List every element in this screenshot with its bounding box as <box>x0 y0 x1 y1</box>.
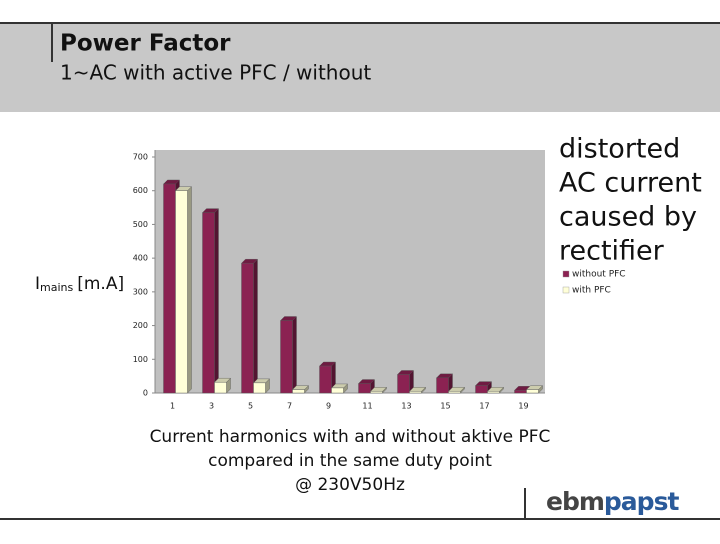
caption-line: Current harmonics with and without aktiv… <box>150 427 551 447</box>
bar <box>280 320 293 394</box>
bar <box>253 382 266 394</box>
legend-label: without PFC <box>572 270 626 280</box>
caption: Current harmonics with and without aktiv… <box>150 427 551 495</box>
bar <box>241 263 254 394</box>
bar <box>475 385 488 394</box>
legend-swatch <box>562 270 570 278</box>
bar <box>487 391 500 394</box>
bar <box>331 387 344 394</box>
bar <box>319 365 332 394</box>
x-tick-label: 19 <box>518 402 528 411</box>
logo-ebm: ebm <box>546 487 604 516</box>
bar <box>409 391 422 394</box>
annotation-line: rectifier <box>559 236 665 267</box>
caption-line: @ 230V50Hz <box>295 475 405 495</box>
legend-swatch <box>562 286 570 294</box>
title: Power Factor <box>60 31 231 57</box>
y-tick-label: 700 <box>133 153 148 162</box>
y-axis-label: Imains [m.A] <box>35 274 124 294</box>
bar <box>358 383 371 394</box>
bar <box>514 390 527 394</box>
y-tick-label: 500 <box>133 220 148 229</box>
bar-side <box>187 186 192 394</box>
y-tick-label: 100 <box>133 355 148 364</box>
x-tick-label: 17 <box>479 402 489 411</box>
bar <box>292 389 305 394</box>
bar <box>214 382 227 394</box>
plot-area <box>155 150 545 393</box>
bar <box>202 212 215 394</box>
logo-papst: papst <box>604 487 680 516</box>
bar-side <box>214 208 219 394</box>
x-tick-label: 7 <box>287 402 292 411</box>
bar <box>436 377 449 394</box>
header-band <box>0 22 720 112</box>
x-tick-label: 3 <box>209 402 214 411</box>
legend-label: with PFC <box>572 286 611 296</box>
y-tick-label: 600 <box>133 186 148 195</box>
bar <box>175 190 188 394</box>
bar-side <box>253 258 258 394</box>
bar <box>163 183 176 394</box>
bar <box>370 391 383 394</box>
x-tick-label: 5 <box>248 402 253 411</box>
y-tick-label: 300 <box>133 287 148 296</box>
y-tick-label: 0 <box>143 389 148 398</box>
x-tick-label: 9 <box>326 402 331 411</box>
x-tick-label: 1 <box>170 402 175 411</box>
logo: ebmpapst <box>546 487 679 516</box>
bar <box>526 389 539 394</box>
bar <box>397 374 410 394</box>
x-tick-label: 15 <box>440 402 450 411</box>
y-label-unit: [m.A] <box>77 274 124 294</box>
subtitle: 1~AC with active PFC / without <box>60 61 371 85</box>
bar <box>448 391 461 394</box>
y-label-sub: mains <box>40 281 73 294</box>
caption-line: compared in the same duty point <box>208 451 492 471</box>
bar-side <box>292 316 297 394</box>
y-tick-label: 400 <box>133 254 148 263</box>
y-label-main: I <box>35 274 40 294</box>
annotation-line: AC current <box>559 168 702 199</box>
x-tick-label: 11 <box>362 402 372 411</box>
annotation-line: distorted <box>559 134 680 165</box>
x-tick-label: 13 <box>401 402 411 411</box>
annotation-line: caused by <box>559 202 697 233</box>
y-tick-label: 200 <box>133 321 148 330</box>
